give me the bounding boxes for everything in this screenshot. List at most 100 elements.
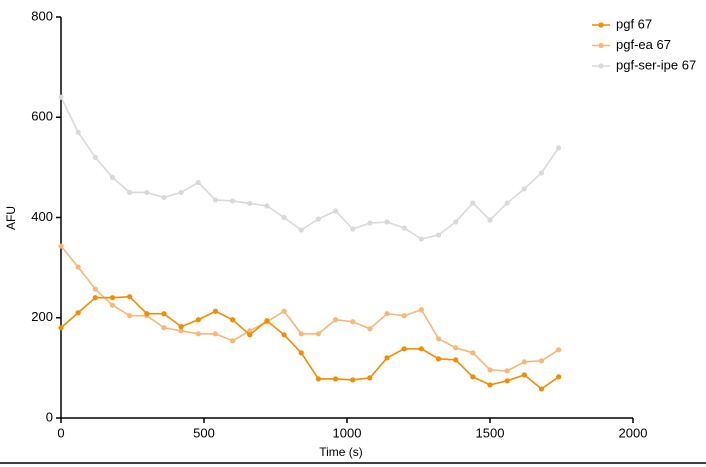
x-tick-label: 1500 xyxy=(476,425,505,440)
data-point xyxy=(298,350,304,356)
data-point xyxy=(58,243,64,249)
data-point xyxy=(367,375,373,381)
data-point xyxy=(264,318,270,324)
data-point xyxy=(247,332,253,338)
y-tick-label: 600 xyxy=(31,109,53,124)
data-point xyxy=(418,307,424,313)
data-point xyxy=(435,336,442,342)
series-line xyxy=(60,295,560,390)
data-point xyxy=(487,382,493,388)
data-point xyxy=(109,302,116,308)
data-point xyxy=(556,374,562,380)
series-line xyxy=(60,96,560,240)
data-point xyxy=(538,170,545,176)
data-point xyxy=(315,216,321,222)
y-tick-label: 0 xyxy=(46,409,53,424)
data-point xyxy=(264,203,270,209)
data-point xyxy=(384,355,390,361)
data-point xyxy=(247,328,253,334)
data-point xyxy=(418,346,424,352)
x-axis-label: Time (s) xyxy=(319,445,363,459)
data-point xyxy=(58,94,64,100)
data-point xyxy=(144,311,150,317)
data-point xyxy=(75,129,81,135)
y-tick-label: 400 xyxy=(31,209,53,224)
data-point xyxy=(453,219,459,225)
data-point xyxy=(556,145,562,151)
data-point xyxy=(538,358,545,364)
data-point xyxy=(435,356,442,362)
data-point xyxy=(230,198,236,204)
data-point xyxy=(298,331,304,337)
data-point xyxy=(195,317,201,323)
data-point xyxy=(298,227,304,233)
legend-marker xyxy=(598,63,604,69)
data-point xyxy=(401,346,407,352)
data-point xyxy=(230,338,236,344)
data-point xyxy=(127,189,133,196)
data-point xyxy=(350,377,356,383)
data-point xyxy=(75,264,81,270)
legend-marker xyxy=(598,22,604,28)
legend-label: pgf-ser-ipe 67 xyxy=(616,57,696,72)
data-point xyxy=(212,197,219,203)
data-point xyxy=(453,345,459,351)
data-point xyxy=(521,372,527,378)
data-point xyxy=(332,376,339,382)
data-point xyxy=(401,225,407,231)
data-point xyxy=(178,189,184,196)
data-point xyxy=(92,295,98,301)
data-point xyxy=(109,295,116,301)
data-point xyxy=(470,350,476,356)
x-tick-label: 1000 xyxy=(333,425,362,440)
data-point xyxy=(281,308,287,314)
data-point xyxy=(470,374,476,380)
data-point xyxy=(195,331,201,337)
data-point xyxy=(504,368,510,374)
data-point xyxy=(75,310,81,316)
data-point xyxy=(556,347,562,353)
data-point xyxy=(401,313,407,319)
legend-label: pgf 67 xyxy=(616,16,652,31)
y-tick-label: 200 xyxy=(31,309,53,324)
data-point xyxy=(144,189,150,196)
data-point xyxy=(178,328,184,334)
data-point xyxy=(521,186,527,192)
data-point xyxy=(504,378,510,384)
x-tick-label: 0 xyxy=(57,425,64,440)
data-point xyxy=(487,367,493,373)
x-tick-label: 500 xyxy=(193,425,215,440)
legend-label: pgf-ea 67 xyxy=(616,37,671,52)
data-point xyxy=(315,331,321,337)
series-line xyxy=(60,245,560,372)
data-point xyxy=(212,331,219,337)
data-point xyxy=(127,313,133,319)
data-point xyxy=(367,326,373,332)
data-point xyxy=(281,332,287,338)
data-point xyxy=(58,325,64,331)
data-point xyxy=(538,386,545,392)
data-point xyxy=(178,324,184,330)
data-point xyxy=(350,226,356,232)
data-point xyxy=(161,325,167,331)
legend-marker xyxy=(598,42,604,49)
data-point xyxy=(127,294,133,300)
data-point xyxy=(384,311,390,317)
data-point xyxy=(453,357,459,363)
data-point xyxy=(350,319,356,325)
data-point xyxy=(435,232,442,238)
data-point xyxy=(281,214,287,221)
data-point xyxy=(92,286,98,292)
data-point xyxy=(315,376,321,382)
data-point xyxy=(487,217,493,223)
data-point xyxy=(161,311,167,317)
y-axis-label: AFU xyxy=(4,206,18,230)
data-point xyxy=(195,179,201,186)
data-point xyxy=(384,219,390,225)
data-point xyxy=(161,194,167,201)
data-point xyxy=(504,200,510,206)
data-point xyxy=(247,200,253,207)
data-point xyxy=(470,200,476,206)
data-point xyxy=(92,154,98,160)
